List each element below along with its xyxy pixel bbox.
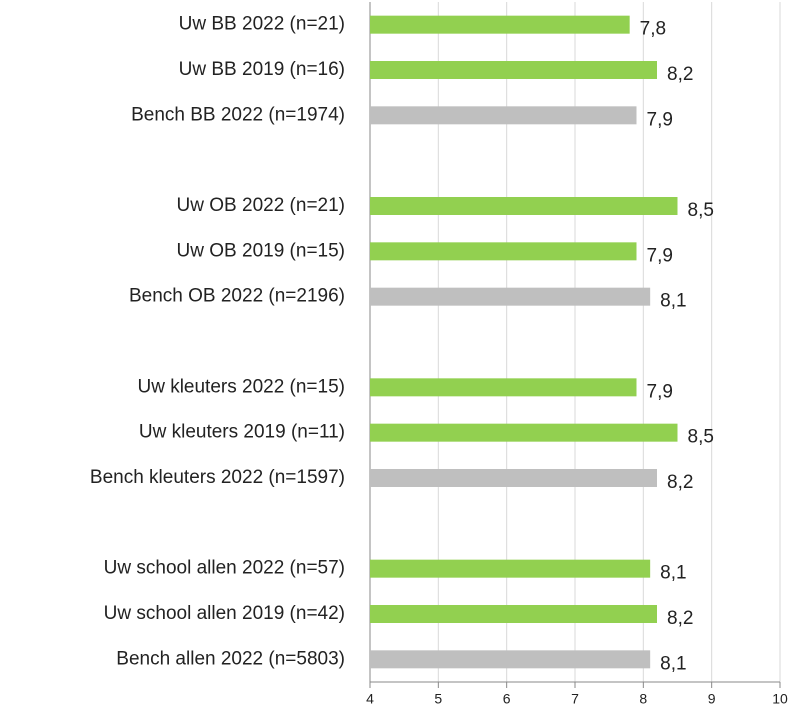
value-label: 8,2	[667, 64, 693, 85]
y-tick-label: Uw school allen 2022 (n=57)	[104, 558, 345, 579]
y-tick-label: Bench OB 2022 (n=2196)	[129, 286, 345, 307]
value-label: 7,9	[647, 245, 673, 266]
x-tick-label: 9	[708, 691, 716, 707]
y-tick-label: Uw kleuters 2022 (n=15)	[137, 376, 345, 397]
value-label: 8,2	[667, 608, 693, 629]
bar	[370, 559, 651, 578]
x-tick-label: 7	[571, 691, 579, 707]
x-tick-label: 5	[434, 691, 442, 707]
bar	[370, 197, 678, 215]
value-label: 7,8	[640, 19, 666, 40]
value-label: 7,9	[647, 381, 673, 402]
y-tick-label: Uw OB 2022 (n=21)	[177, 195, 345, 216]
bar	[370, 469, 657, 487]
bar	[370, 605, 657, 623]
x-tick-label: 6	[503, 691, 511, 707]
x-tick-label: 4	[366, 691, 374, 707]
bar	[370, 423, 678, 442]
bar	[370, 15, 630, 34]
x-tick-label: 10	[772, 691, 788, 707]
value-label: 8,5	[688, 200, 714, 221]
value-label: 8,1	[660, 653, 686, 674]
value-label: 8,5	[688, 427, 714, 448]
y-tick-label: Uw OB 2019 (n=15)	[177, 240, 345, 261]
bar	[370, 650, 651, 669]
value-label: 8,2	[667, 472, 693, 493]
y-tick-label: Bench allen 2022 (n=5803)	[116, 648, 345, 669]
y-tick-label: Uw BB 2019 (n=16)	[179, 59, 345, 80]
bar	[370, 242, 637, 261]
bar	[370, 378, 637, 397]
y-tick-label: Uw kleuters 2019 (n=11)	[139, 422, 345, 443]
y-tick-label: Uw school allen 2019 (n=42)	[104, 603, 345, 624]
value-label: 8,1	[660, 291, 686, 312]
y-tick-label: Bench kleuters 2022 (n=1597)	[90, 467, 345, 488]
bar	[370, 61, 657, 79]
value-label: 8,1	[660, 563, 686, 584]
y-tick-label: Uw BB 2022 (n=21)	[179, 14, 345, 35]
bar	[370, 287, 651, 306]
x-tick-label: 8	[639, 691, 647, 707]
value-label: 7,9	[647, 109, 673, 130]
y-tick-label: Bench BB 2022 (n=1974)	[131, 104, 345, 125]
bar	[370, 106, 637, 125]
